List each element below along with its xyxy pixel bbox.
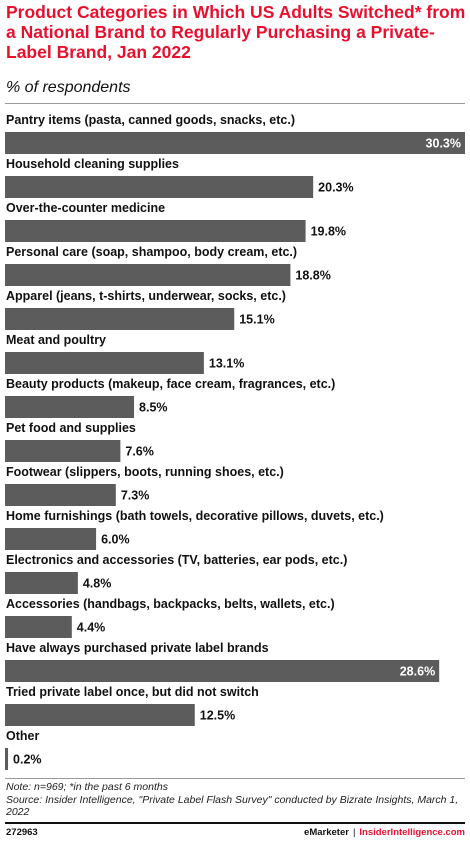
- brand-name: eMarketer: [304, 827, 349, 838]
- bar: [5, 440, 121, 462]
- bar: [5, 308, 235, 330]
- value-label: 0.2%: [13, 753, 42, 767]
- category-label: Meat and poultry: [6, 333, 106, 347]
- value-label: 20.3%: [318, 181, 353, 195]
- value-label: 6.0%: [101, 533, 130, 547]
- bar: [5, 176, 314, 198]
- bar: [5, 132, 465, 154]
- note-text: Note: n=969; *in the past 6 months: [6, 781, 168, 793]
- bar: [5, 220, 306, 242]
- value-label: 28.6%: [400, 665, 435, 679]
- bar: [5, 704, 195, 726]
- value-label: 7.6%: [125, 445, 154, 459]
- value-label: 13.1%: [209, 357, 244, 371]
- category-label: Apparel (jeans, t-shirts, underwear, soc…: [6, 289, 286, 303]
- value-label: 19.8%: [311, 225, 346, 239]
- bar: [5, 528, 97, 550]
- bar: [5, 616, 72, 638]
- credits-separator: |: [352, 827, 356, 838]
- category-label: Over-the-counter medicine: [6, 201, 165, 215]
- category-label: Home furnishings (bath towels, decorativ…: [6, 509, 384, 523]
- bar: [5, 264, 291, 286]
- chart-subtitle: % of respondents: [6, 79, 131, 96]
- bar-chart: Pantry items (pasta, canned goods, snack…: [5, 113, 465, 770]
- value-label: 7.3%: [121, 489, 149, 503]
- chart-title: Product Categories in Which US Adults Sw…: [6, 2, 466, 62]
- value-label: 4.4%: [77, 621, 106, 635]
- bottom-divider: [5, 822, 465, 824]
- bar: [5, 484, 116, 506]
- category-label: Electronics and accessories (TV, batteri…: [6, 553, 347, 567]
- value-label: 8.5%: [139, 401, 168, 415]
- value-label: 30.3%: [426, 137, 461, 151]
- value-label: 4.8%: [83, 577, 112, 591]
- chart-notes: Note: n=969; *in the past 6 months Sourc…: [6, 781, 466, 819]
- chart-id: 272963: [6, 827, 38, 838]
- site-link[interactable]: InsiderIntelligence.com: [359, 827, 465, 838]
- bar: [5, 660, 440, 682]
- bar: [5, 352, 204, 374]
- credits: eMarketer | InsiderIntelligence.com: [304, 827, 465, 838]
- value-label: 15.1%: [239, 313, 274, 327]
- category-label: Personal care (soap, shampoo, body cream…: [6, 245, 297, 259]
- category-label: Beauty products (makeup, face cream, fra…: [6, 377, 335, 391]
- footer-divider: [5, 778, 465, 779]
- category-label: Accessories (handbags, backpacks, belts,…: [6, 597, 335, 611]
- source-text: Source: Insider Intelligence, "Private L…: [6, 793, 459, 819]
- category-label: Other: [6, 729, 39, 743]
- value-label: 12.5%: [200, 709, 235, 723]
- category-label: Household cleaning supplies: [6, 157, 179, 171]
- bar: [5, 748, 9, 770]
- category-label: Pet food and supplies: [6, 421, 136, 435]
- bar: [5, 396, 135, 418]
- category-label: Have always purchased private label bran…: [6, 641, 269, 655]
- header-divider: [5, 103, 465, 104]
- value-label: 18.8%: [295, 269, 330, 283]
- bar: [5, 572, 78, 594]
- category-label: Footwear (slippers, boots, running shoes…: [6, 465, 284, 479]
- category-label: Tried private label once, but did not sw…: [6, 685, 259, 699]
- category-label: Pantry items (pasta, canned goods, snack…: [6, 113, 295, 127]
